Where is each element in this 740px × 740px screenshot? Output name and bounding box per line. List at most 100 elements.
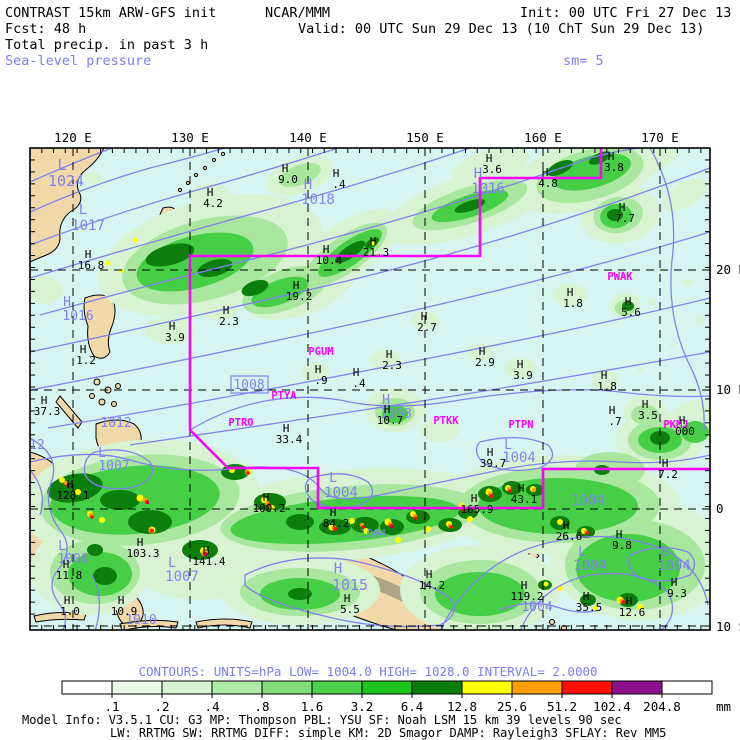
pressure-label: L xyxy=(57,156,66,174)
pressure-label: 1004 xyxy=(502,450,536,466)
colorbar-tick-label: 12.8 xyxy=(447,699,477,714)
precip-max-value: 43.1 xyxy=(511,493,538,506)
precip-max-value: 39.7 xyxy=(480,457,507,470)
pressure-label: H xyxy=(474,166,482,182)
precip-max-value: 5.5 xyxy=(340,603,360,616)
pressure-label: L xyxy=(79,202,87,218)
precip-max-h: H xyxy=(207,186,214,199)
precip-max-value: 2.3 xyxy=(382,359,402,372)
colorbar-tick-label: 1.6 xyxy=(301,699,324,714)
model-title: CONTRAST 15km ARW-GFS init xyxy=(5,5,216,21)
precip-max-value: 1.8 xyxy=(563,297,583,310)
boxed-pressure-value: 1008 xyxy=(233,378,264,393)
precip-max-h: H xyxy=(608,150,615,163)
pressure-label: H xyxy=(382,393,390,408)
precip-max-h: H xyxy=(542,166,549,179)
precip-max-h: H xyxy=(315,363,322,376)
precip-max-h: H xyxy=(386,348,393,361)
precip-max-h: H xyxy=(671,576,678,589)
org-label: NCAR/MMM xyxy=(265,5,330,21)
station-label-ptro: PTRO xyxy=(228,417,253,429)
precip-max-value: 4.8 xyxy=(538,177,558,190)
precip-max-value: 3.8 xyxy=(604,161,624,174)
pressure-label: 1015 xyxy=(332,576,368,594)
colorbar-cell xyxy=(61,680,113,695)
precip-max-h: H xyxy=(517,358,524,371)
precip-max-h: H xyxy=(330,506,337,519)
precip-max-h: H xyxy=(283,422,290,435)
smoothing-label: sm= 5 xyxy=(563,53,604,69)
pressure-label: L xyxy=(504,438,512,453)
colorbar-cell xyxy=(161,680,213,695)
station-label-pkmj: PKMJ xyxy=(663,419,688,431)
precip-max-h: H xyxy=(479,345,486,358)
colorbar-cell xyxy=(261,680,313,695)
colorbar-cell xyxy=(611,680,663,695)
precip-max-value: 1.2 xyxy=(76,354,96,367)
precip-max-h: H xyxy=(679,414,686,427)
lat-axis-label: 10 S xyxy=(716,619,740,634)
precip-max-value: 9.8 xyxy=(612,539,632,552)
colorbar-tick-label: .2 xyxy=(154,699,169,714)
colorbar-cell xyxy=(361,680,413,695)
precip-max-value: 9.0 xyxy=(278,173,298,186)
station-label-pwak: PWAK xyxy=(607,271,633,283)
station-label-ptkk: PTKK xyxy=(433,415,459,427)
precip-max-value: 84.2 xyxy=(323,517,350,530)
precip-max-h: H xyxy=(353,366,360,379)
colorbar-tick-label: 204.8 xyxy=(643,699,681,714)
pressure-label: H xyxy=(334,561,342,577)
precip-max-value: 16.8 xyxy=(78,259,105,272)
pressure-label-box xyxy=(230,375,269,394)
pressure-label: L xyxy=(168,556,176,571)
precip-max-value: 7.2 xyxy=(658,468,678,481)
precip-max-h: H xyxy=(370,235,377,248)
precip-max-h: H xyxy=(518,482,525,495)
contour-info-line: CONTOURS: UNITS=hPa LOW= 1004.0 HIGH= 10… xyxy=(138,664,597,679)
slp-contours xyxy=(30,148,710,630)
pressure-label: L xyxy=(98,446,106,461)
precip-max-value: 3.9 xyxy=(513,369,533,382)
station-label-ptpn: PTPN xyxy=(508,419,533,431)
precip-max-value: 26.6 xyxy=(556,530,583,543)
colorbar-cell xyxy=(461,680,513,695)
valid-time: Valid: 00 UTC Sun 29 Dec 13 (10 ChT Sun … xyxy=(298,21,704,37)
precip-max-h: H xyxy=(563,519,570,532)
precip-max-value: 128.1 xyxy=(56,489,89,502)
pressure-label: 1012 xyxy=(100,416,131,431)
precip-max-h: H xyxy=(64,594,71,607)
precip-max-h: H xyxy=(41,394,48,407)
precip-max-value: 5.6 xyxy=(621,306,641,319)
precip-max-value: 141.4 xyxy=(192,555,225,568)
precip-max-value: 10.9 xyxy=(111,605,138,618)
pressure-label: 1004 xyxy=(657,558,691,574)
precip-max-value: 3.9 xyxy=(165,331,185,344)
pressure-label: 1007 xyxy=(98,459,129,474)
precip-max-h: H xyxy=(80,343,87,356)
precip-max-h: H xyxy=(323,243,330,256)
land-sunda-3 xyxy=(195,618,253,629)
header: CONTRAST 15km ARW-GFS init NCAR/MMM Init… xyxy=(5,5,731,69)
precip-max-h: H xyxy=(282,162,289,175)
precip-max-h: H xyxy=(293,279,300,292)
verification-boundary xyxy=(188,148,710,510)
forecast-hour: Fcst: 48 h xyxy=(5,21,86,37)
colorbar-tick-label: .1 xyxy=(104,699,119,714)
precip-max-h: H xyxy=(601,369,608,382)
precip-max-h: H xyxy=(421,310,428,323)
land-sunda-2 xyxy=(119,619,179,630)
pressure-label: L xyxy=(661,545,669,560)
lat-axis-labels: 20 N 10 N 0 10 S xyxy=(716,262,740,634)
precip-max-h: H xyxy=(426,568,433,581)
precip-max-h: H xyxy=(583,590,590,603)
colorbar-tick-label: .8 xyxy=(254,699,269,714)
precip-max-value: 119.2 xyxy=(510,590,543,603)
colorbar-cell xyxy=(311,680,363,695)
pressure-label: 1024 xyxy=(48,172,84,190)
precip-max-value: 165.9 xyxy=(460,503,493,516)
lat-axis-label: 10 N xyxy=(716,382,740,397)
precip-max-h: H xyxy=(487,446,494,459)
colorbar-tick-label: 3.2 xyxy=(351,699,374,714)
precip-max-h: H xyxy=(203,544,210,557)
